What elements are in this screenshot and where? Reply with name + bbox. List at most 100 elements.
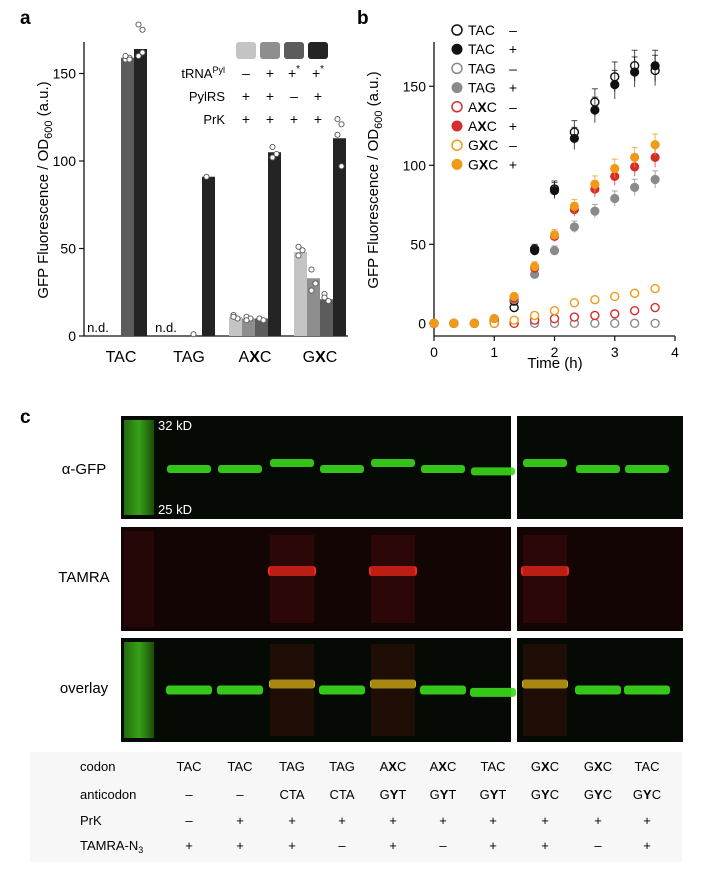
data-point-filled xyxy=(530,246,540,256)
codon-cell-bold: X xyxy=(541,759,550,774)
replicate-point xyxy=(122,52,129,60)
codon-cell-post: C xyxy=(397,759,406,774)
table-row-label: TAMRA-N3 xyxy=(80,838,143,855)
legend-label-bold: X xyxy=(477,118,487,134)
anticodon-cell: CTA xyxy=(329,787,354,802)
anticodon-cell-post: C xyxy=(550,787,559,802)
trna-sign: +* xyxy=(312,64,324,81)
trna-row-label-main: tRNA xyxy=(181,66,212,81)
replicate-point xyxy=(321,294,328,301)
anticodon-cell: – xyxy=(236,787,244,802)
y-tick-label-b: 150 xyxy=(403,78,427,94)
replicate-point xyxy=(269,143,276,151)
legend-label: TAG xyxy=(468,60,496,76)
anticodon-cell-bold: Y xyxy=(594,787,603,802)
legend-label-bold: X xyxy=(479,137,489,153)
legend-marker-open xyxy=(451,24,463,36)
y-axis-label-b: GFP Fluorescence / OD600 (a.u.) xyxy=(365,71,385,288)
replicate-point xyxy=(269,154,276,161)
legend-label-pre: G xyxy=(468,156,479,172)
anticodon-cell-post: T xyxy=(398,787,406,802)
series-legend-b: TAC –TAC +TAG –TAG +AXC –AXC +GXC –GXC + xyxy=(451,22,517,172)
ladder-lane xyxy=(124,420,154,515)
data-point-filled xyxy=(610,163,620,174)
replicate-point xyxy=(308,287,315,294)
legend-label-post: C xyxy=(488,137,498,153)
trna-sign-main: + xyxy=(288,65,296,81)
tamra-smear xyxy=(523,535,567,623)
codon-cell: TAC xyxy=(480,759,505,774)
codon-cell-pre: TAC xyxy=(480,759,505,774)
replicate-point xyxy=(334,115,341,123)
group-label-a-pre: TAC xyxy=(106,349,137,366)
data-point-filled xyxy=(610,80,620,90)
legend-sign: + xyxy=(509,156,517,172)
scatter-chart-panel-b: GFP Fluorescence / OD600 (a.u.) Time (h)… xyxy=(365,22,679,372)
prk-row-label: PrK xyxy=(203,112,225,127)
table-row-label: PrK xyxy=(80,813,102,828)
tamra-n3-cell: + xyxy=(643,838,651,853)
bar-chart-panel-a: GFP Fluorescence / OD600 (a.u.) 0 50 100 15… xyxy=(35,21,348,366)
prk-cell: + xyxy=(594,813,602,828)
group-label-a-post: C xyxy=(260,349,272,366)
group-label-a-post: C xyxy=(326,349,338,366)
trna-sign-main: + xyxy=(266,65,274,81)
data-point-filled xyxy=(630,182,640,193)
data-point-open xyxy=(569,312,580,322)
codon-cell-pre: TAG xyxy=(279,759,305,774)
overlay-smear xyxy=(371,644,415,736)
data-point-open xyxy=(650,283,660,294)
replicate-point xyxy=(338,121,345,128)
ladder-lane xyxy=(124,531,154,627)
condition-swatch xyxy=(260,42,280,59)
not-detected-label: n.d. xyxy=(155,320,177,335)
data-point-filled xyxy=(569,201,579,211)
legend-label: TAG xyxy=(468,80,496,96)
data-point-open xyxy=(629,288,640,299)
replicate-point xyxy=(139,26,146,33)
codon-cell: GXC xyxy=(531,759,559,774)
table-row-label: anticodon xyxy=(80,787,136,802)
legend-label-pre: TAG xyxy=(468,60,496,76)
legend-sign: + xyxy=(509,118,517,134)
table-row-label-main: TAMRA-N xyxy=(80,838,138,853)
gfp-band xyxy=(167,465,211,473)
codon-cell-pre: TAC xyxy=(634,759,659,774)
prk-cell: + xyxy=(643,813,651,828)
replicate-point xyxy=(135,21,142,28)
data-point-open xyxy=(529,310,540,321)
legend-label: AXC xyxy=(468,99,497,115)
overlay-band xyxy=(470,687,516,697)
anticodon-cell: CTA xyxy=(279,787,304,802)
codon-cell-bold: X xyxy=(594,759,603,774)
prk-cell: + xyxy=(439,813,447,828)
data-point-open xyxy=(590,294,600,305)
data-point-filled xyxy=(569,222,579,232)
gfp-band xyxy=(371,459,415,467)
overlay-band xyxy=(269,679,315,689)
group-label-a: TAG xyxy=(173,349,205,366)
legend-label: GXC xyxy=(468,156,498,172)
overlay-band xyxy=(370,679,416,689)
prk-sign: + xyxy=(290,111,298,127)
y-tick-label-a: 100 xyxy=(53,153,77,169)
group-label-a-pre: A xyxy=(239,349,250,366)
legend-label-post: C xyxy=(487,99,497,115)
data-point-open xyxy=(629,318,640,329)
data-point-filled xyxy=(449,318,459,328)
table-row-label-main: codon xyxy=(80,759,115,774)
data-point-filled xyxy=(549,185,560,196)
replicate-point xyxy=(190,331,197,338)
replicate-point xyxy=(260,317,267,324)
gfp-band xyxy=(576,465,620,473)
overlay-smear xyxy=(270,644,314,736)
anticodon-cell-bold: Y xyxy=(490,787,499,802)
anticodon-cell: GYT xyxy=(380,787,407,802)
codon-cell-pre: TAC xyxy=(176,759,201,774)
legend-marker-open xyxy=(451,139,463,151)
data-point-open xyxy=(569,298,580,308)
codon-cell: GXC xyxy=(584,759,612,774)
replicate-point xyxy=(230,313,237,320)
x-tick-label-b: 4 xyxy=(671,344,679,360)
